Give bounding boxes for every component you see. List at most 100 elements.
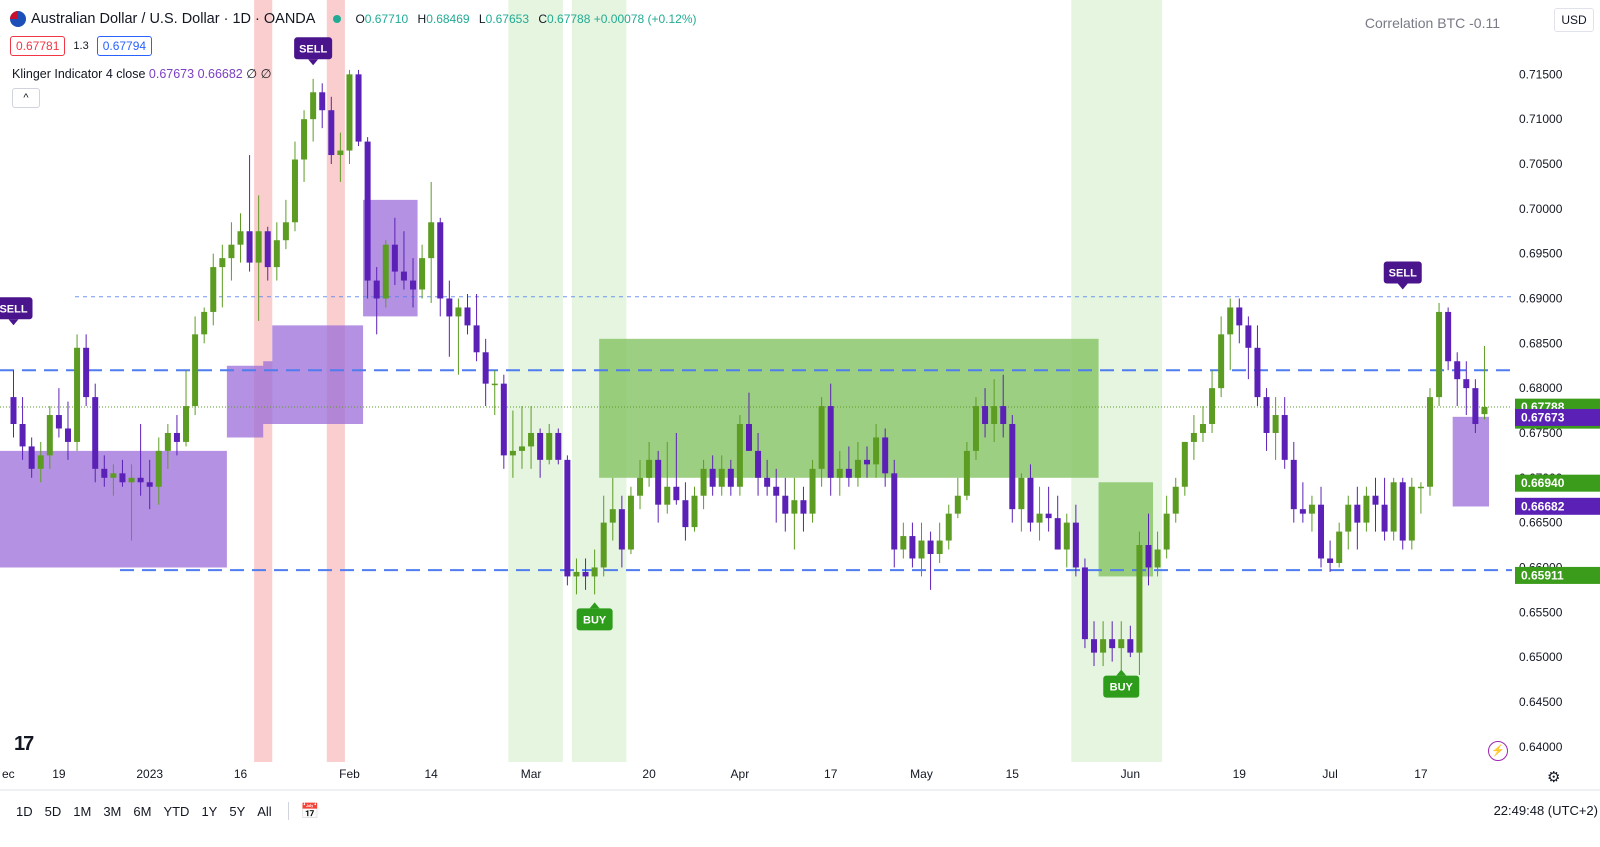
buy-signal-marker: BUY (576, 602, 613, 631)
time-axis[interactable]: ec 19 2023 16 Feb 14 Mar 20 Apr 17 May 15 Jun 19 Jul 17 (0, 762, 1600, 796)
candle-body (1308, 504, 1315, 514)
gear-icon[interactable]: ⚙ (1547, 769, 1561, 786)
lightning-icon[interactable]: ⚡ (1488, 741, 1508, 761)
buy-price-button[interactable]: 0.67794 (96, 36, 153, 56)
candle-body (382, 244, 389, 299)
candle-body (137, 477, 144, 483)
clock-readout[interactable]: 22:49:48 (UTC+2) (1493, 803, 1598, 818)
indicator-name: Klinger Indicator (12, 67, 103, 81)
candle-body (210, 267, 217, 312)
candle-body (83, 347, 90, 398)
candle-body (1081, 567, 1088, 640)
candle-body (609, 509, 616, 523)
price-label-text: 0.66682 (1521, 499, 1565, 513)
high-label: H (417, 12, 427, 26)
price-label-text: 0.66940 (1521, 476, 1565, 490)
range-1y-button[interactable]: 1Y (201, 803, 218, 819)
signal-box (1383, 261, 1422, 284)
candle-body (1354, 504, 1361, 523)
candle-body (464, 307, 471, 326)
signal-pointer (308, 59, 319, 66)
candle-body (1417, 486, 1424, 489)
candle-body (528, 432, 535, 447)
candle-body (600, 522, 607, 568)
symbol-header: Australian Dollar / U.S. Dollar · 1D · O… (10, 8, 697, 30)
candle-body (1436, 311, 1443, 398)
price-label-box (1515, 497, 1600, 515)
candle-body (146, 482, 153, 487)
y-tick-label: 0.68500 (1519, 336, 1563, 350)
candle-body (691, 495, 698, 528)
price-label-box (1515, 566, 1600, 584)
candle-body (301, 119, 308, 160)
price-label-indicator: 0.67673 (1515, 408, 1600, 426)
sell-signal-marker: SELL (294, 37, 333, 66)
range-ytd-button[interactable]: YTD (163, 803, 190, 819)
candle-body (391, 244, 398, 272)
range-5d-button[interactable]: 5D (44, 803, 62, 819)
candlestick-series (10, 69, 1488, 695)
candle-body (500, 383, 507, 456)
y-tick-label: 0.71000 (1519, 112, 1563, 126)
candle-body (282, 222, 289, 241)
signal-label: SELL (1389, 267, 1417, 279)
candle-body (237, 231, 244, 245)
candle-body (310, 92, 317, 120)
indicator-legend[interactable]: Klinger Indicator 4 close 0.67673 0.6668… (12, 66, 272, 81)
close-value: 0.67788 (547, 12, 591, 26)
candle-body (437, 222, 444, 299)
buy-zone (1098, 482, 1154, 577)
range-1m-button[interactable]: 1M (73, 803, 92, 819)
candle-body (963, 450, 970, 496)
candle-body (1299, 509, 1306, 514)
open-value: 0.67710 (364, 12, 409, 26)
spread-value: 1.3 (73, 40, 89, 52)
price-axis[interactable]: 0.71500 0.71000 0.70500 0.70000 0.69500 0.690… (1512, 0, 1600, 796)
sell-price-button[interactable]: 0.67781 (10, 36, 66, 56)
candle-body (836, 468, 843, 478)
candle-body (764, 477, 771, 487)
x-tick-label: 14 (425, 767, 439, 781)
candle-body (673, 486, 680, 501)
candle-body (1063, 522, 1070, 550)
candle-body (1445, 311, 1452, 362)
candle-body (655, 459, 662, 505)
candle-body (328, 110, 335, 156)
candle-body (255, 231, 262, 263)
candle-body (891, 473, 898, 550)
candle-body (428, 222, 435, 259)
candle-body (1390, 482, 1397, 532)
range-3m-button[interactable]: 3M (103, 803, 122, 819)
y-tick-label: 0.65000 (1519, 650, 1563, 664)
range-all-button[interactable]: All (257, 803, 272, 819)
candle-body (682, 500, 689, 528)
signal-label: BUY (1110, 682, 1134, 694)
tradingview-logo[interactable]: 17 (14, 733, 34, 755)
x-tick-label: Mar (521, 767, 542, 781)
candle-body (1336, 531, 1343, 563)
currency-selector[interactable]: USD (1554, 8, 1594, 32)
range-6m-button[interactable]: 6M (133, 803, 152, 819)
calendar-arrow-icon[interactable]: 📅 (300, 803, 320, 820)
range-1d-button[interactable]: 1D (16, 803, 33, 819)
candle-body (972, 406, 979, 451)
candle-body (1290, 459, 1297, 510)
candle-body (1363, 495, 1370, 523)
candle-body (473, 325, 480, 353)
candle-body (155, 450, 162, 487)
y-tick-label: 0.70000 (1519, 202, 1563, 216)
candle-body (183, 406, 190, 442)
collapse-legend-button[interactable]: ^ (12, 88, 40, 108)
sell-signal-marker: SELL (1383, 261, 1422, 290)
x-tick-label: 17 (1414, 767, 1428, 781)
candle-body (573, 571, 580, 577)
candle-body (1254, 347, 1261, 398)
symbol-title[interactable]: Australian Dollar / U.S. Dollar · 1D · O… (31, 11, 316, 27)
candle-body (173, 432, 180, 442)
x-tick-label: 15 (1006, 767, 1020, 781)
y-tick-label: 0.65500 (1519, 605, 1563, 619)
candle-body (800, 500, 807, 514)
currency-flag-icon (10, 11, 26, 27)
range-5y-button[interactable]: 5Y (229, 803, 246, 819)
